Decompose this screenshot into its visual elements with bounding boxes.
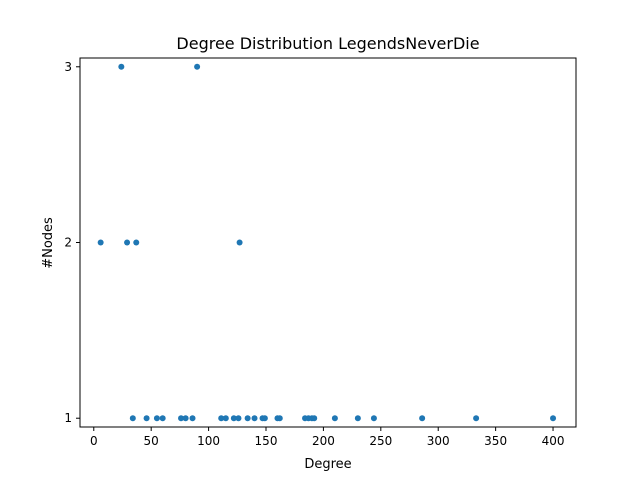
data-point	[311, 415, 318, 422]
data-point	[124, 239, 131, 246]
data-point	[218, 415, 225, 422]
data-point	[550, 415, 557, 422]
data-point	[236, 239, 243, 246]
data-point	[118, 63, 125, 70]
plot-frame	[79, 57, 577, 428]
x-tick-label: 50	[144, 434, 159, 448]
data-point	[251, 415, 258, 422]
x-axis-ticks: 0 50 100 150 200 250 300 350 400	[90, 427, 565, 448]
data-point	[159, 415, 166, 422]
data-point	[473, 415, 480, 422]
data-point	[370, 415, 377, 422]
x-tick-label: 150	[255, 434, 278, 448]
data-point	[261, 415, 268, 422]
data-point	[194, 63, 201, 70]
data-point	[331, 415, 338, 422]
data-points	[97, 63, 557, 422]
y-tick-label: 3	[64, 60, 72, 74]
data-point	[419, 415, 426, 422]
data-point	[235, 415, 242, 422]
x-tick-label: 0	[90, 434, 98, 448]
data-point	[222, 415, 229, 422]
data-point	[182, 415, 189, 422]
data-point	[244, 415, 251, 422]
x-axis-label: Degree	[304, 457, 351, 472]
data-point	[153, 415, 160, 422]
x-tick-label: 350	[484, 434, 507, 448]
data-point	[129, 415, 136, 422]
x-tick-label: 300	[427, 434, 450, 448]
y-axis-ticks: 1 2 3	[64, 60, 80, 425]
data-point	[230, 415, 237, 422]
x-tick-label: 400	[542, 434, 565, 448]
y-axis-label: #Nodes	[41, 217, 56, 269]
data-point	[178, 415, 185, 422]
data-point	[354, 415, 361, 422]
data-point	[276, 415, 283, 422]
x-tick-label: 250	[369, 434, 392, 448]
x-tick-label: 100	[197, 434, 220, 448]
data-point	[97, 239, 104, 246]
y-tick-label: 1	[64, 411, 72, 425]
y-tick-label: 2	[64, 236, 72, 250]
data-point	[189, 415, 196, 422]
data-point	[143, 415, 150, 422]
x-tick-label: 200	[312, 434, 335, 448]
chart-title: Degree Distribution LegendsNeverDie	[176, 34, 479, 53]
data-point	[133, 239, 140, 246]
